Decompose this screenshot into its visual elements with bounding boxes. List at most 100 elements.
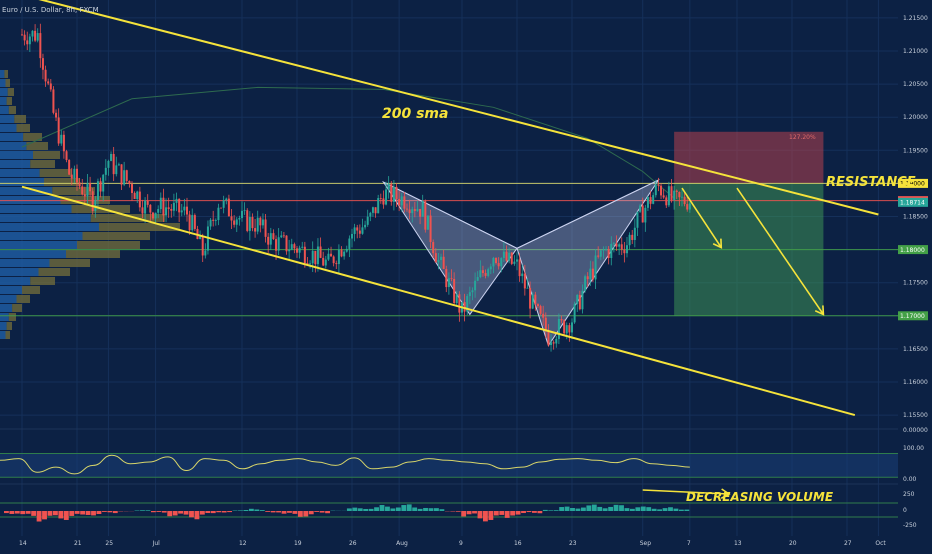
volume-profile-bar-down — [66, 250, 120, 258]
volume-profile-bar-up — [0, 322, 7, 330]
candle-body — [639, 206, 641, 212]
candle-body — [356, 227, 358, 230]
candle-body — [597, 256, 599, 257]
candle-body — [152, 213, 154, 219]
candle-body — [411, 209, 413, 213]
volume-bar — [64, 511, 69, 520]
candle-body — [309, 263, 311, 264]
volume-bar — [554, 510, 559, 511]
volume-bar — [265, 511, 270, 512]
volume-profile-bar-down — [83, 232, 151, 240]
candle-body — [270, 233, 272, 244]
volume-profile-bar-down — [6, 79, 11, 87]
candle-body — [241, 211, 243, 218]
volume-profile-bar-up — [0, 70, 4, 78]
candle-body — [236, 219, 238, 224]
volume-bar — [396, 507, 401, 511]
candle-body — [170, 209, 172, 211]
candle-body — [361, 227, 363, 233]
price-tick-label: 1.21500 — [903, 15, 928, 22]
time-tick-label: 20 — [789, 540, 797, 547]
volume-bar — [576, 509, 581, 511]
candle-body — [445, 269, 447, 287]
position-zones — [674, 132, 823, 316]
candle-body — [346, 249, 348, 252]
candle-body — [503, 252, 505, 258]
time-tick-label: Sep — [640, 540, 652, 547]
candle-body — [652, 195, 654, 204]
candle-body — [485, 273, 487, 276]
volume-bar — [478, 511, 483, 518]
volume-bar — [9, 511, 14, 514]
volume-profile-bar-down — [9, 106, 16, 114]
volume-profile-bar-down — [14, 115, 26, 123]
candle-body — [212, 220, 214, 221]
volume-profile-bar-down — [30, 277, 55, 285]
candle-body — [136, 192, 138, 199]
volume-profile-bar-up — [0, 304, 12, 312]
candle-body — [495, 258, 497, 263]
candle-body — [673, 191, 675, 200]
candle-body — [183, 207, 185, 211]
candle-body — [26, 40, 28, 44]
candle-body — [529, 288, 531, 309]
time-tick-label: 23 — [569, 540, 577, 547]
candle-body — [678, 192, 680, 197]
candle-body — [162, 198, 164, 216]
candle-body — [131, 184, 133, 193]
volume-bar — [97, 511, 102, 514]
candle-body — [631, 235, 633, 240]
volume-profile-bar-down — [12, 304, 22, 312]
candle-body — [608, 249, 610, 258]
candle-body — [113, 154, 115, 174]
volume-bar — [298, 511, 303, 517]
candle-body — [689, 203, 691, 209]
candle-body — [647, 197, 649, 208]
volume-bar — [499, 511, 504, 515]
volume-profile-bar-up — [0, 286, 22, 294]
volume-profile-bar-up — [0, 205, 72, 213]
volume-profile-bar-down — [9, 313, 16, 321]
time-tick-label: 12 — [239, 540, 247, 547]
candle-body — [610, 244, 612, 258]
volume-bar — [314, 511, 319, 512]
price-badge-label: 1.18000 — [900, 247, 925, 254]
candle-body — [107, 161, 109, 168]
candle-body — [623, 250, 625, 254]
candle-body — [105, 168, 107, 175]
candle-body — [456, 294, 458, 303]
candle-body — [42, 58, 44, 70]
volume-bar — [282, 511, 287, 514]
candle-body — [126, 170, 128, 181]
candle-body — [448, 278, 450, 287]
candle-body — [644, 208, 646, 223]
volume-profile-bar-up — [0, 313, 9, 321]
candle-body — [141, 207, 143, 213]
candle-body — [39, 33, 41, 58]
candle-body — [215, 220, 217, 221]
volume-profile-bar-up — [0, 97, 7, 105]
candle-body — [524, 274, 526, 289]
candle-body — [401, 196, 403, 205]
volume-profile-bar-up — [0, 223, 99, 231]
candle-body — [314, 251, 316, 264]
volume-bar — [75, 511, 80, 514]
candle-body — [516, 259, 518, 261]
price-tick-label: 1.18500 — [903, 214, 928, 221]
volume-bar — [516, 511, 521, 515]
oscillator-tick-label: 100.00 — [903, 445, 924, 452]
volume-bar — [407, 504, 412, 511]
volume-bar — [521, 511, 526, 513]
volume-bar — [537, 511, 542, 513]
candle-body — [238, 218, 240, 219]
volume-bar — [200, 511, 205, 515]
candle-body — [584, 276, 586, 291]
volume-bar — [674, 509, 679, 511]
candle-body — [396, 187, 398, 199]
candle-body — [178, 199, 180, 212]
volume-bar — [625, 508, 630, 511]
volume-bar — [439, 509, 444, 511]
volume-bar — [543, 510, 548, 511]
